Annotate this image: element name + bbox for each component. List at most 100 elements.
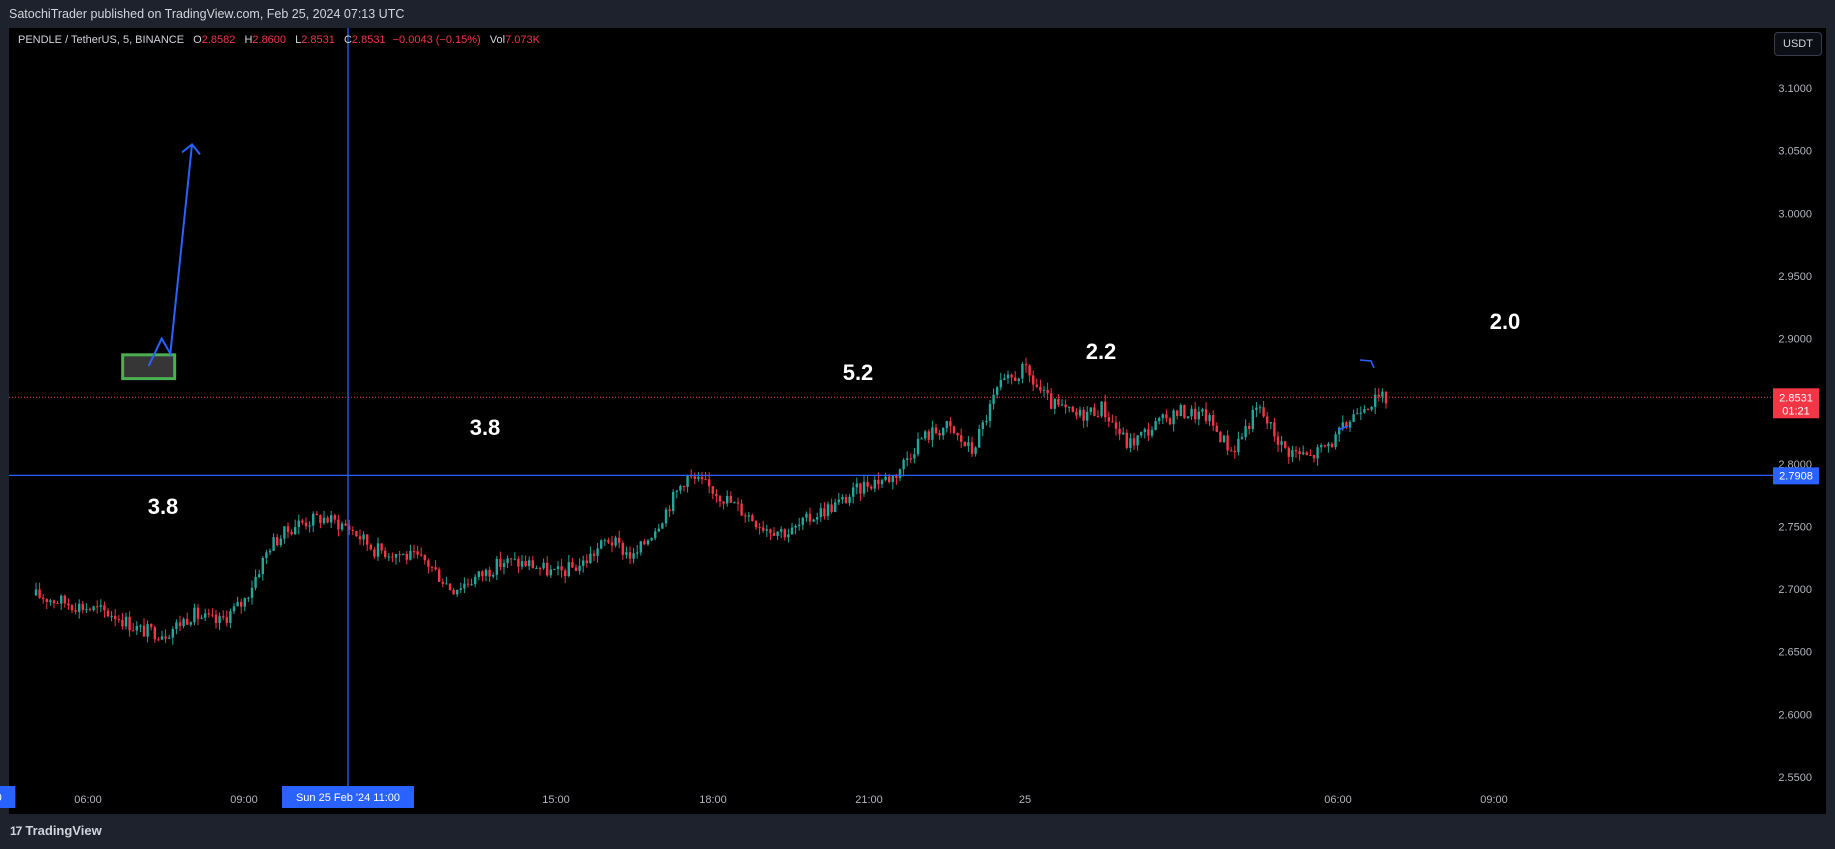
candle-body	[1039, 386, 1042, 391]
currency-button[interactable]: USDT	[1774, 32, 1822, 56]
candle-body	[405, 553, 408, 560]
candle-body	[704, 479, 707, 481]
candle-body	[1374, 394, 1377, 407]
candle-body	[891, 475, 894, 483]
candle-body	[510, 558, 513, 560]
candle-body	[585, 560, 588, 564]
candle-body	[553, 569, 556, 571]
time-label-background	[0, 786, 16, 808]
candle-body	[722, 501, 725, 504]
candle-body	[114, 615, 117, 620]
candle-body	[974, 447, 977, 454]
candle-body	[1356, 413, 1359, 415]
candle-body	[189, 622, 192, 625]
x-tick-label: 25	[1019, 794, 1031, 806]
candle-body	[859, 483, 862, 494]
candle-body	[1291, 450, 1294, 457]
candle-body	[945, 421, 948, 429]
candle-body	[981, 422, 984, 429]
candle-body	[243, 598, 246, 607]
candle-body	[175, 622, 178, 630]
candle-body	[463, 583, 466, 589]
candle-body	[632, 553, 635, 559]
candle-body	[1359, 412, 1362, 414]
candle-body	[38, 589, 41, 598]
candle-body	[1168, 418, 1172, 425]
candle-body	[830, 504, 833, 512]
open-label: O	[193, 34, 202, 46]
candle-body	[909, 458, 912, 460]
candle-body	[567, 562, 570, 577]
candle-body	[1032, 375, 1035, 385]
candle-body	[132, 630, 135, 632]
candle-body	[546, 562, 549, 576]
wave-annotation: 2.0	[1490, 309, 1521, 334]
candle-body	[1060, 404, 1064, 406]
candle-body	[942, 428, 945, 436]
candle-body	[1071, 406, 1074, 412]
candle-body	[146, 624, 149, 637]
candle-body	[1338, 427, 1341, 435]
candle-body	[1050, 393, 1053, 409]
chart-frame[interactable]	[9, 28, 1826, 814]
candle-body	[1219, 431, 1222, 443]
candle-body	[679, 486, 682, 491]
candle-body	[610, 542, 614, 546]
candle-body	[1312, 455, 1316, 459]
candle-body	[290, 531, 293, 535]
candle-body	[222, 616, 225, 618]
candle-body	[970, 442, 974, 454]
wave-annotation: 2.2	[1086, 339, 1117, 364]
candle-body	[240, 601, 243, 607]
candle-body	[153, 627, 156, 640]
candle-body	[1269, 422, 1272, 424]
candle-body	[193, 607, 196, 623]
low-label: L	[295, 34, 302, 46]
candle-body	[279, 538, 282, 546]
candle-body	[1089, 407, 1092, 412]
candle-body	[718, 496, 722, 502]
candle-body	[675, 490, 678, 492]
candle-body	[283, 526, 286, 539]
candle-body	[542, 562, 545, 569]
candle-body	[45, 599, 48, 603]
candle-body	[1158, 418, 1161, 422]
tradingview-logo-text: TradingView	[25, 823, 102, 838]
candle-body	[254, 577, 257, 588]
y-tick-label: 2.6000	[1778, 709, 1812, 721]
candle-body	[1348, 421, 1352, 428]
candle-body	[636, 552, 639, 554]
candle-body	[42, 597, 45, 600]
candle-body	[963, 441, 966, 447]
candle-body	[952, 426, 956, 434]
highlight-box	[121, 353, 177, 381]
candle-body	[333, 515, 336, 520]
candle-body	[769, 529, 772, 534]
y-tick-label: 2.5500	[1778, 772, 1812, 784]
candle-body	[319, 515, 322, 524]
candle-body	[121, 620, 124, 627]
candle-body	[603, 540, 606, 542]
candle-body	[1114, 422, 1118, 429]
symbol-name[interactable]: PENDLE / TetherUS, 5, BINANCE	[18, 34, 185, 46]
candle-body	[1294, 450, 1298, 452]
candle-body	[272, 537, 275, 551]
candle-body	[524, 561, 527, 567]
candle-body	[668, 509, 671, 512]
candle-body	[1341, 422, 1344, 428]
wave-annotation: 5.2	[843, 360, 874, 385]
candle-body	[88, 609, 92, 611]
candle-body	[438, 569, 441, 582]
candle-body	[1017, 378, 1020, 381]
candle-body	[556, 566, 560, 570]
candle-body	[1316, 447, 1319, 459]
candle-body	[852, 487, 855, 497]
candle-body	[578, 565, 581, 571]
candle-body	[956, 433, 959, 436]
candle-body	[423, 554, 426, 561]
candle-body	[855, 483, 858, 488]
tradingview-logo[interactable]: 17 TradingView	[10, 823, 102, 838]
candle-body	[1215, 425, 1218, 432]
candle-body	[711, 486, 714, 494]
